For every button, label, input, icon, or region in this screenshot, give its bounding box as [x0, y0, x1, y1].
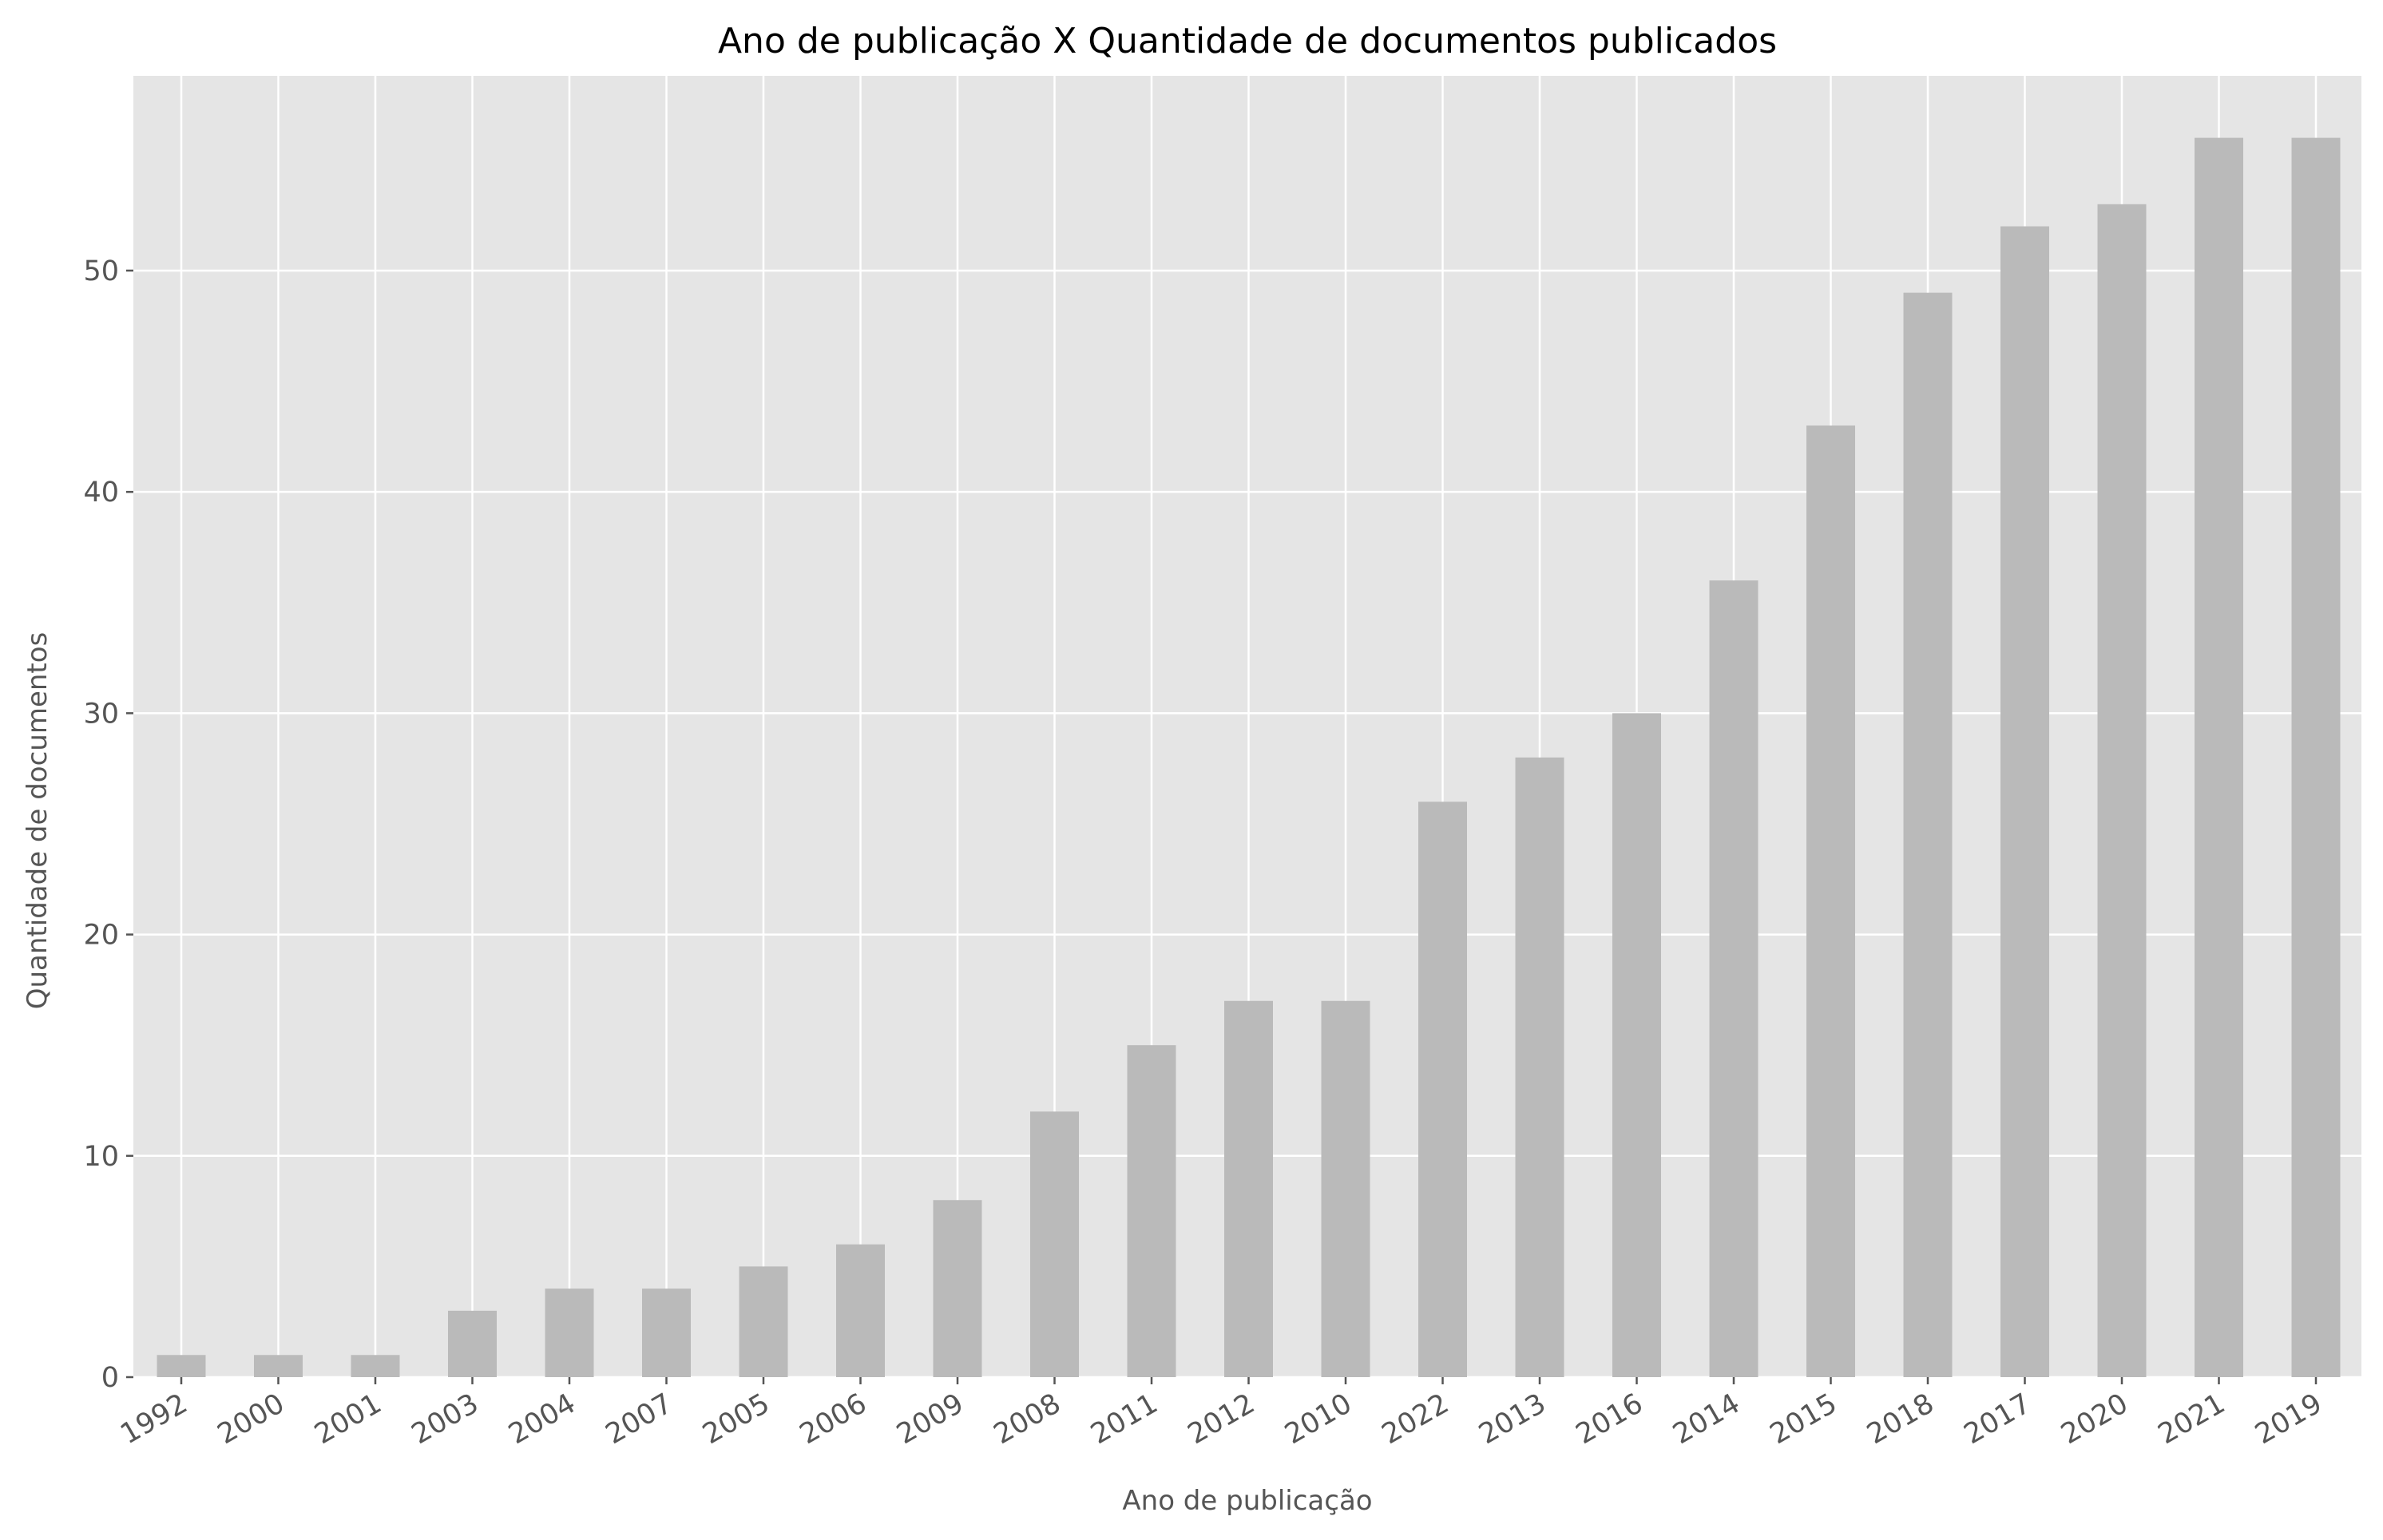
x-tick-label: 2001	[309, 1388, 387, 1451]
bar-2012	[1224, 1000, 1273, 1377]
x-tick-label: 2021	[2153, 1388, 2230, 1451]
x-tick-label: 2011	[1085, 1388, 1163, 1451]
chart-title: Ano de publicação X Quantidade de docume…	[718, 21, 1777, 61]
bar-2010	[1321, 1000, 1370, 1377]
x-axis-ticks: 1992 2000 2001 2003 2004 2007 2005 2006 2009 2008…	[115, 1377, 2328, 1451]
x-tick-label: 2015	[1765, 1388, 1842, 1451]
bar-2022	[1418, 802, 1467, 1377]
bar-2017	[2000, 226, 2049, 1377]
x-tick-label: 2004	[503, 1388, 581, 1451]
bar-2005	[739, 1266, 788, 1377]
y-axis-ticks: 0 10 20 30 40 50	[83, 255, 133, 1394]
x-tick-label: 2019	[2250, 1388, 2327, 1451]
bar-2001	[351, 1355, 400, 1377]
x-tick-label: 2008	[989, 1388, 1066, 1451]
bars	[157, 137, 2341, 1378]
y-tick-label: 40	[83, 477, 119, 509]
y-tick-label: 30	[83, 698, 119, 730]
x-tick-label: 2018	[1862, 1388, 1939, 1451]
x-tick-label: 2003	[406, 1388, 484, 1451]
x-tick-label: 2010	[1279, 1388, 1357, 1451]
x-tick-label: 2000	[212, 1388, 290, 1451]
bar-2020	[2097, 204, 2147, 1377]
y-axis-label: Quantidade de documentos	[22, 632, 54, 1010]
x-tick-label: 2022	[1377, 1388, 1454, 1451]
bar-2003	[448, 1310, 497, 1377]
x-tick-label: 2014	[1667, 1388, 1745, 1451]
x-tick-label: 2007	[601, 1388, 678, 1451]
x-tick-label: 1992	[115, 1388, 192, 1451]
bar-2016	[1612, 713, 1661, 1377]
bar-2014	[1709, 580, 1759, 1377]
x-tick-label: 2005	[697, 1388, 775, 1451]
x-tick-label: 2006	[795, 1388, 872, 1451]
x-tick-label: 2009	[891, 1388, 969, 1451]
bar-2007	[642, 1289, 691, 1377]
x-tick-label: 2020	[2056, 1388, 2133, 1451]
bar-2021	[2195, 137, 2243, 1378]
x-tick-label: 2016	[1571, 1388, 1648, 1451]
bar-2018	[1903, 292, 1953, 1378]
bar-2019	[2291, 137, 2341, 1378]
x-axis-label: Ano de publicação	[1122, 1485, 1372, 1517]
y-tick-label: 20	[83, 920, 119, 952]
x-tick-label: 2013	[1473, 1388, 1551, 1451]
x-tick-label: 2017	[1959, 1388, 2036, 1451]
bar-2008	[1030, 1111, 1079, 1377]
bar-2009	[933, 1200, 982, 1377]
bar-2004	[545, 1289, 594, 1377]
y-tick-label: 0	[101, 1362, 119, 1394]
bar-2015	[1806, 425, 1855, 1378]
bar-2013	[1515, 757, 1564, 1377]
bar-2006	[836, 1244, 885, 1377]
bar-2000	[254, 1355, 303, 1377]
bar-1992	[157, 1355, 206, 1377]
y-tick-label: 50	[83, 255, 119, 287]
y-tick-label: 10	[83, 1141, 119, 1173]
x-tick-label: 2012	[1183, 1388, 1260, 1451]
bar-2011	[1127, 1045, 1176, 1377]
